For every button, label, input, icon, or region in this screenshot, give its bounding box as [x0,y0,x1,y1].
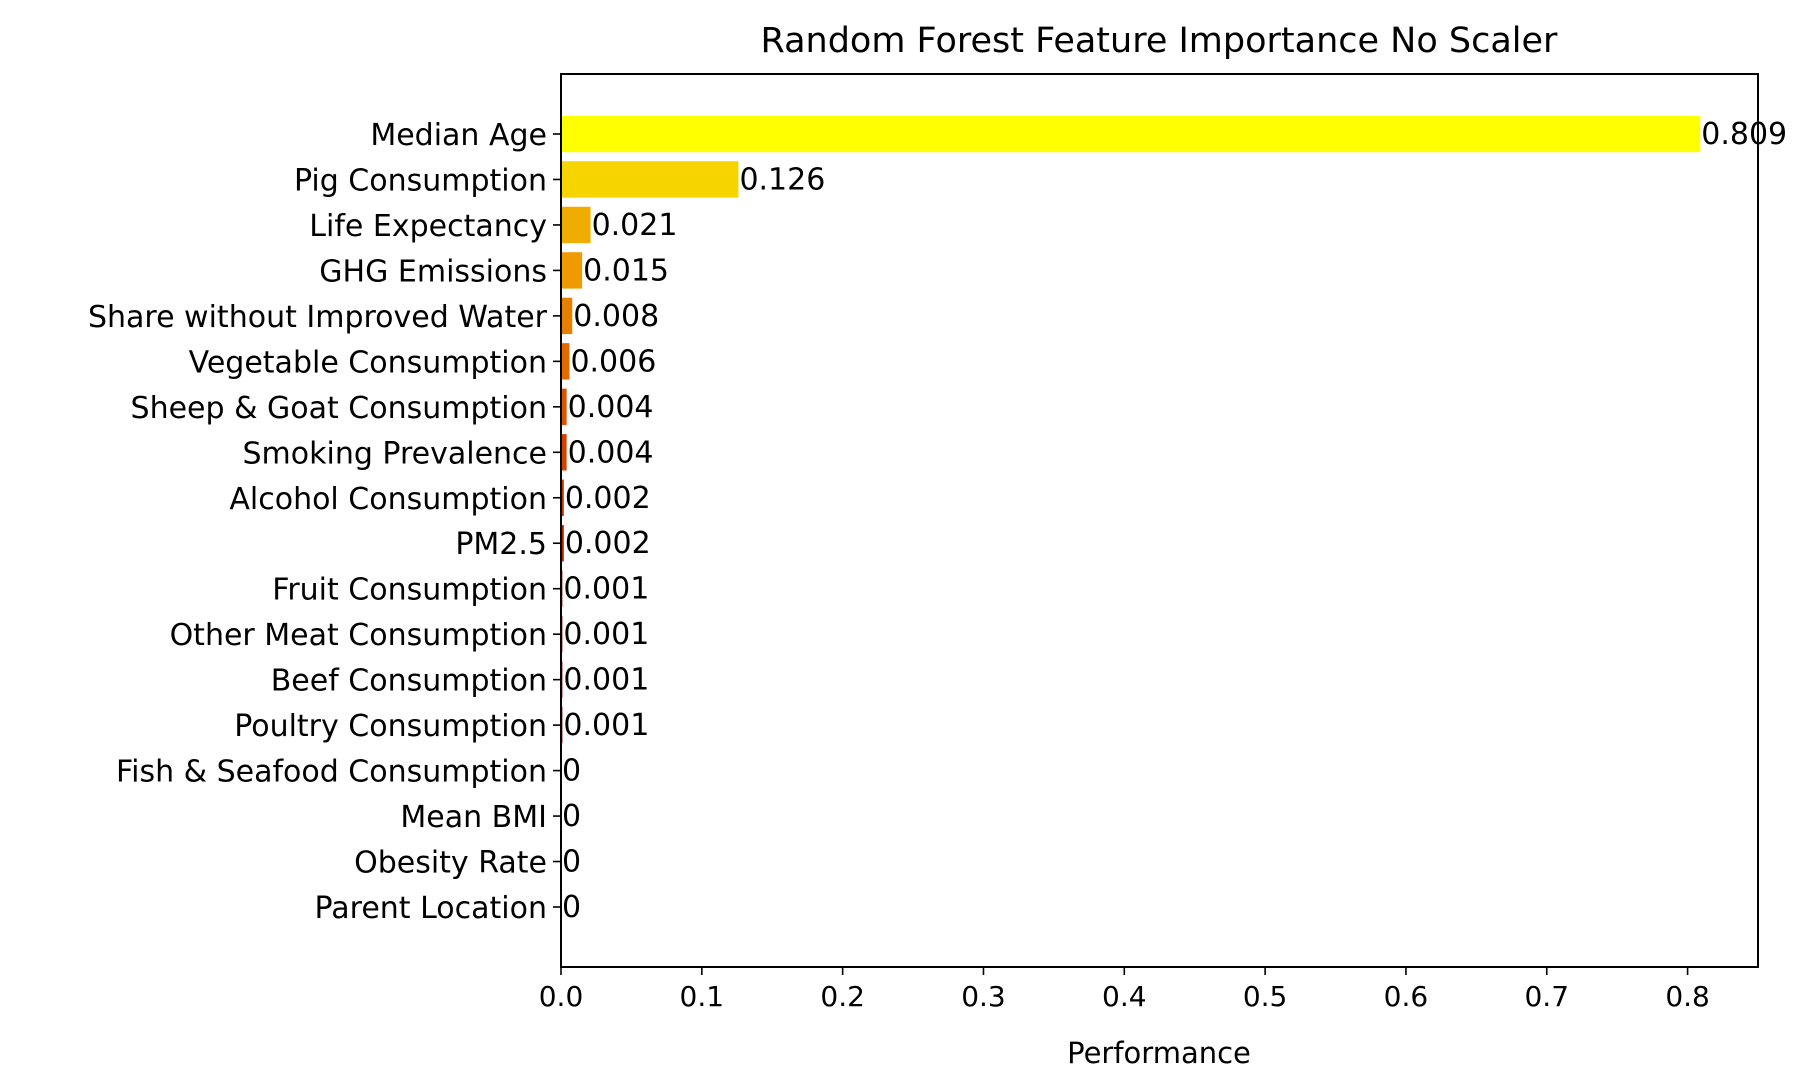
bar [561,388,567,426]
bar [561,525,564,562]
category-label: Share without Improved Water [88,300,548,335]
data-label: 0 [562,890,581,925]
x-tick-label: 0.0 [539,980,584,1013]
data-label: 0.021 [592,208,678,243]
category-labels: Median Age Pig Consumption Life Expectancy… [88,118,561,926]
chart-title: Random Forest Feature Importance No Scal… [761,21,1559,61]
category-label: Vegetable Consumption [189,345,547,380]
data-label: 0.809 [1701,117,1787,152]
data-label: 0.001 [563,663,649,698]
data-label: 0.008 [573,299,659,334]
category-label: Smoking Prevalence [242,436,547,471]
x-tick-label: 0.1 [680,980,725,1013]
category-label: Fruit Consumption [272,573,547,608]
bar [561,434,567,471]
data-label: 0.004 [568,435,654,470]
data-label: 0.126 [739,162,825,197]
bars-group [561,115,1701,926]
category-label: GHG Emissions [319,254,547,289]
category-label: Fish & Seafood Consumption [116,755,547,790]
x-tick-label: 0.4 [1102,980,1147,1013]
data-label: 0.002 [565,526,651,561]
x-axis: 0.0 0.1 0.2 0.3 0.4 0.5 0.6 0.7 0.8 [539,967,1710,1013]
category-label: PM2.5 [455,527,547,562]
data-label: 0 [562,754,581,789]
data-label: 0.002 [565,481,651,516]
bar [561,343,570,380]
category-label: Obesity Rate [354,846,547,881]
category-label: Median Age [370,118,547,153]
data-label: 0 [562,845,581,880]
x-tick-label: 0.8 [1665,980,1710,1013]
bar [561,479,564,516]
category-label: Mean BMI [400,800,547,835]
bar [561,252,583,289]
x-tick-label: 0.5 [1243,980,1288,1013]
category-label: Poultry Consumption [234,709,547,744]
data-label: 0.001 [563,708,649,743]
plot-frame [560,73,1759,968]
category-label: Pig Consumption [294,163,547,198]
data-label: 0.001 [563,617,649,652]
x-tick-label: 0.6 [1384,980,1429,1013]
category-label: Life Expectancy [309,209,547,244]
data-label: 0.001 [563,572,649,607]
x-tick-label: 0.2 [820,980,865,1013]
category-label: Parent Location [315,891,547,926]
category-label: Alcohol Consumption [229,482,547,517]
data-label: 0.015 [583,253,669,288]
data-labels: 0.809 0.126 0.021 0.015 0.008 0.006 0.004 0.004… [562,117,1787,925]
bar [561,206,591,244]
x-tick-label: 0.3 [961,980,1006,1013]
bar [561,161,739,198]
x-axis-label: Performance [1067,1036,1251,1070]
data-label: 0 [562,799,581,834]
bar [561,115,1701,153]
bar [561,297,573,335]
x-tick-label: 0.7 [1524,980,1569,1013]
category-label: Beef Consumption [271,664,547,699]
data-label: 0.006 [570,344,656,379]
category-label: Other Meat Consumption [170,618,547,653]
data-label: 0.004 [568,390,654,425]
category-label: Sheep & Goat Consumption [131,391,547,426]
